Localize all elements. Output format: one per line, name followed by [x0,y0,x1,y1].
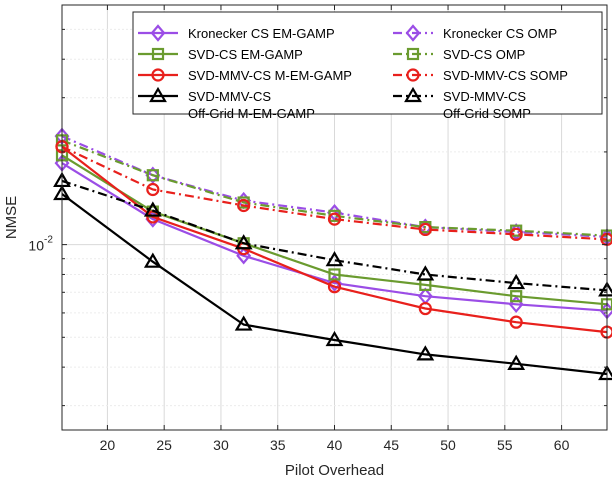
x-tick-label: 45 [383,437,399,453]
legend-entry: SVD-MMV-CS M-EM-GAMP [138,68,352,83]
data-point [327,280,342,294]
series-line [61,193,608,376]
data-point [143,252,162,268]
legend-marker [150,24,166,42]
data-point [325,251,344,267]
data-point [416,345,435,361]
legend-marker [405,24,421,42]
data-point [237,198,251,213]
series-line [61,162,608,312]
data-point [146,182,160,197]
x-axis-label: Pilot Overhead [285,462,384,479]
series-line [61,179,608,292]
x-tick-label: 60 [554,437,570,453]
legend-marker [149,86,167,103]
legend-label: SVD-CS OMP [443,47,525,62]
y-axis-label: NMSE [3,196,20,239]
x-tick-label: 50 [440,437,456,453]
y-tick-label-base: 10 [28,238,44,254]
series-svd-mmv-cs-off-grid-somp [53,171,612,297]
series-svd-mmv-cs-somp [55,140,612,246]
x-tick-label: 35 [270,437,286,453]
data-point [234,234,253,250]
legend-entry: SVD-CS OMP [393,47,525,62]
legend-label: SVD-MMV-CS SOMP [443,68,568,83]
legend-entry: SVD-CS EM-GAMP [138,47,303,62]
x-tick-label: 40 [327,437,343,453]
x-tick-label: 30 [213,437,229,453]
legend-marker [404,86,422,103]
data-point [143,201,162,217]
data-point [507,273,526,290]
legend-label: SVD-MMV-CS [188,89,271,104]
series-line [61,139,608,237]
series-layer [53,127,612,381]
y-tick-label: 10 -2 [28,235,53,254]
data-point [325,330,344,347]
legend-marker [151,47,165,61]
data-point [234,315,253,331]
legend-entry: Kronecker CS EM-GAMP [138,24,335,42]
x-tick-label: 55 [497,437,513,453]
legend-label: SVD-CS EM-GAMP [188,47,303,62]
legend-label: Kronecker CS OMP [443,26,557,41]
data-point [328,268,341,281]
data-point [510,290,523,303]
legend-label: SVD-MMV-CS [443,89,526,104]
x-tick-label: 20 [100,437,116,453]
series-line [61,145,608,334]
legend-entry: SVD-MMV-CS Off-Grid M-EM-GAMP [138,86,315,121]
data-point [418,301,432,316]
data-point [509,315,523,329]
series-line [61,145,608,241]
data-point [416,265,435,281]
data-point [327,212,342,226]
data-point [418,222,432,237]
legend-marker [406,47,420,61]
legend-marker [151,68,165,82]
legend-entry: SVD-MMV-CS Off-Grid SOMP [393,86,531,121]
data-point [146,169,159,182]
legend-label: Kronecker CS EM-GAMP [188,26,335,41]
data-point [509,227,523,241]
legend-marker [406,68,420,82]
data-point [327,274,342,292]
legend-label: Off-Grid SOMP [443,106,531,121]
data-point [507,354,526,370]
legend-entry: Kronecker CS OMP [393,24,557,42]
legend-label: Off-Grid M-EM-GAMP [188,106,315,121]
legend: Kronecker CS EM-GAMP SVD-CS EM-GAMP SVD-MM… [132,11,603,121]
legend-box [132,11,603,115]
y-tick-label-exponent: -2 [44,235,53,246]
legend-entry: SVD-MMV-CS SOMP [393,68,568,83]
legend-label: SVD-MMV-CS M-EM-GAMP [188,68,352,83]
x-tick-label: 25 [156,437,172,453]
axis-ticks: 20 25 30 35 40 45 50 55 60 [62,5,607,453]
